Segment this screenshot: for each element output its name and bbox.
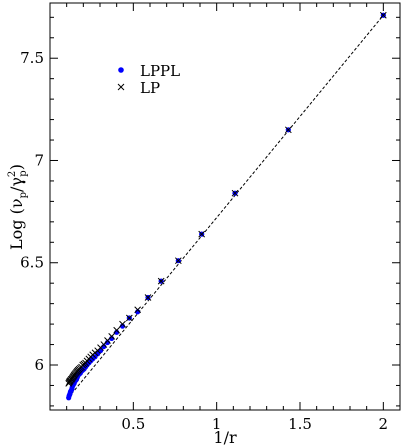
plot-frame (49, 2, 401, 411)
legend-marker-lp (117, 83, 125, 91)
legend-marker-lppl (118, 67, 124, 73)
y-tick-label: 7.5 (20, 49, 44, 67)
lp-point (174, 257, 182, 265)
lp-point (134, 306, 142, 314)
series-lp (65, 11, 387, 387)
x-tick-label: 2 (379, 415, 389, 433)
lp-point (231, 189, 239, 197)
y-axis-label: Log (νp/γ2p) (7, 164, 29, 250)
y-tick-label: 7 (34, 151, 44, 169)
lp-point (125, 314, 133, 322)
x-tick-label: 1.5 (288, 415, 312, 433)
lppl-point (66, 395, 72, 401)
lp-point (144, 294, 152, 301)
x-tick-label: 0.5 (121, 415, 145, 433)
legend-label-lppl: LPPL (140, 62, 180, 80)
lp-point (113, 326, 121, 334)
lp-point (198, 230, 206, 238)
legend-label-lp: LP (140, 79, 160, 97)
lp-point (284, 126, 292, 134)
lp-point (157, 277, 165, 285)
x-tick-label: 1 (212, 415, 222, 433)
lp-point (379, 11, 387, 19)
axis-ticks (50, 3, 400, 410)
lp-point (65, 380, 73, 387)
x-axis-label: 1/r (213, 428, 237, 447)
lp-point (119, 320, 126, 328)
y-tick-label: 6.5 (20, 254, 44, 272)
fit-line (67, 14, 384, 399)
legend: LPPL LP (117, 62, 180, 97)
tick-labels: 0.5 1 1.5 2 6 6.5 7 7.5 (20, 49, 388, 433)
y-tick-label: 6 (34, 356, 44, 374)
